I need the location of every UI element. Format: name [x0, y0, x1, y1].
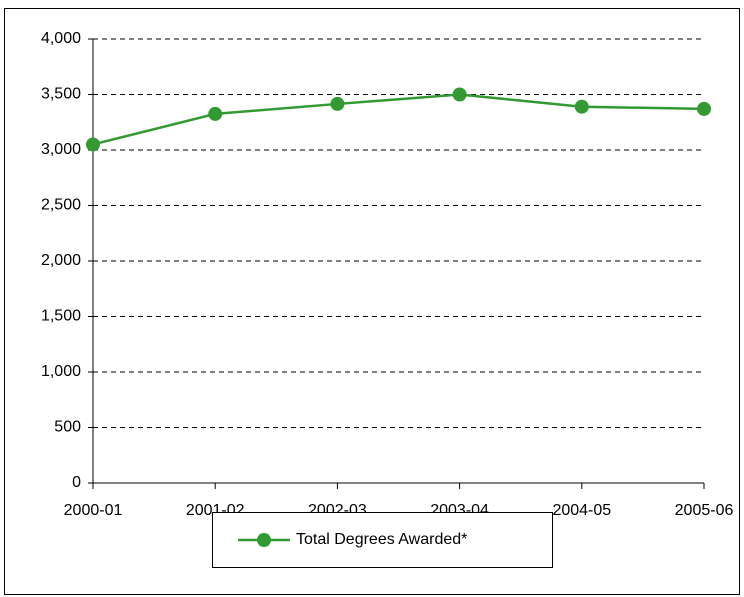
data-point	[330, 96, 345, 111]
y-tick-label: 1,500	[41, 308, 81, 325]
data-point	[574, 99, 589, 114]
data-point	[452, 87, 467, 102]
y-tick-label: 2,500	[41, 197, 81, 214]
data-point	[697, 101, 711, 116]
legend-label: Total Degrees Awarded*	[296, 531, 467, 548]
y-tick-label: 0	[72, 474, 81, 491]
y-tick-label: 2,000	[41, 252, 81, 269]
y-tick-label: 3,500	[41, 86, 81, 103]
x-tick-label: 2005-06	[675, 502, 734, 519]
y-tick-label: 3,000	[41, 141, 81, 158]
data-point	[86, 137, 100, 152]
series-line	[92, 93, 705, 146]
y-tick-label: 4,000	[41, 30, 81, 47]
data-point	[208, 106, 223, 121]
legend-marker	[257, 533, 271, 547]
y-tick-label: 1,000	[41, 363, 81, 380]
x-tick-label: 2000-01	[64, 502, 123, 519]
y-tick-label: 500	[54, 419, 81, 436]
x-tick-label: 2004-05	[552, 502, 611, 519]
